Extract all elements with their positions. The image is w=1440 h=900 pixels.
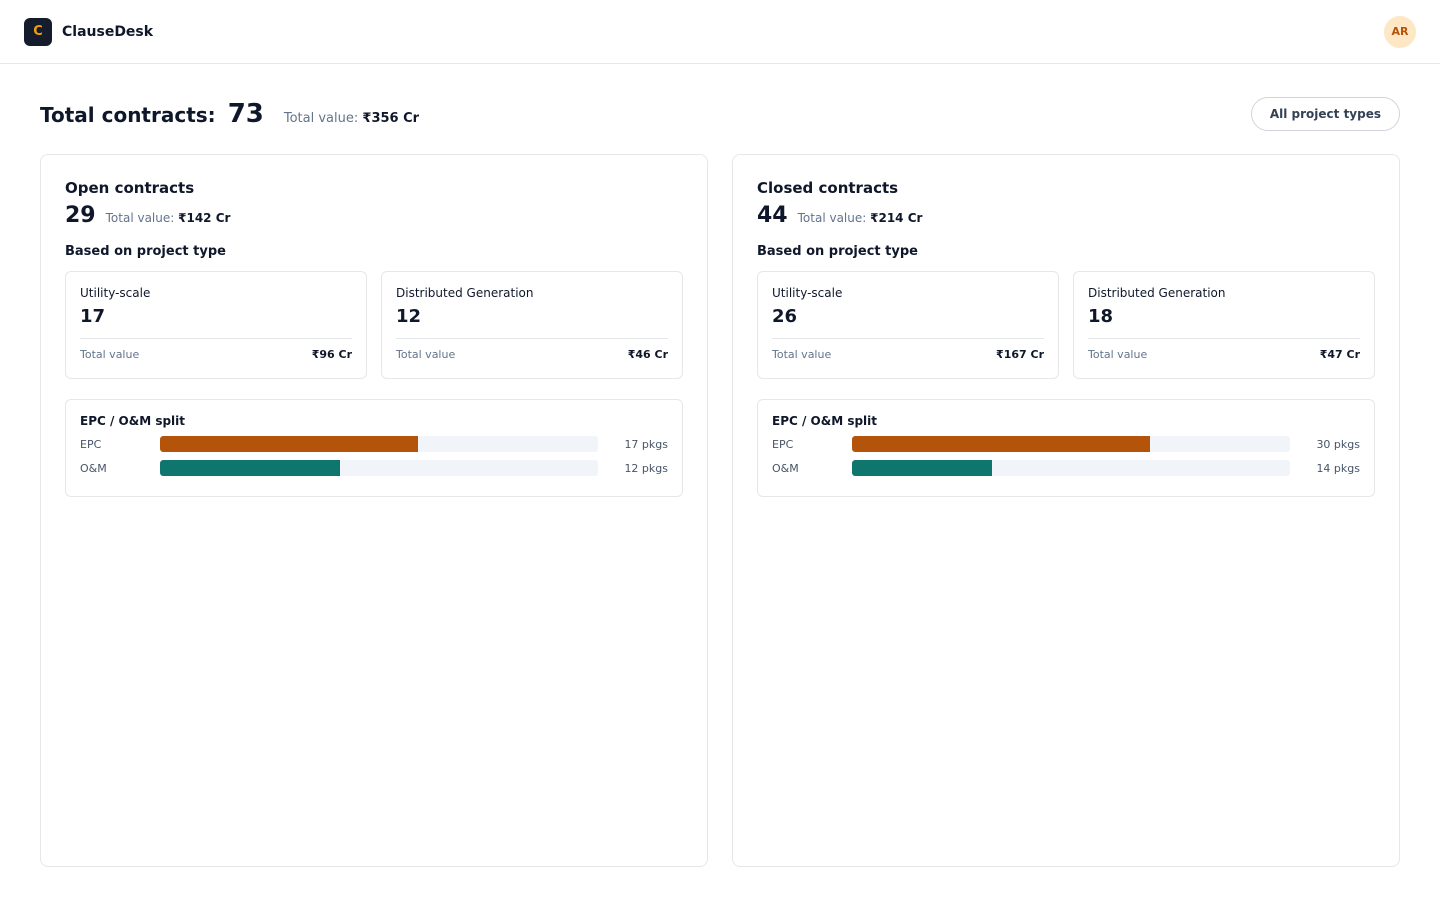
bar-label: O&M [772,461,799,475]
main-content: Total contracts: 73 Total value: ₹356 Cr… [0,64,1440,867]
type-card-distributed-generation[interactable]: Distributed Generation 18 Total value ₹4… [1073,271,1375,379]
total-contracts-count: 73 [227,99,264,129]
epc-om-split-card: EPC / O&M split EPC 17 pkgs O&M 12 pkgs [65,399,683,497]
panel-count: 44 [757,203,788,228]
split-bar-om: O&M 12 pkgs [80,460,668,476]
type-value: ₹167 Cr [996,348,1044,361]
type-value-label: Total value [1088,348,1148,361]
type-name: Utility-scale [80,286,151,300]
panel-title: Open contracts [65,179,195,197]
split-bar-epc: EPC 17 pkgs [80,436,668,452]
bar-track [852,436,1290,452]
type-value-label: Total value [396,348,456,361]
type-count: 17 [80,306,106,327]
bar-track [160,460,598,476]
type-count: 18 [1088,306,1114,327]
type-name: Distributed Generation [1088,286,1226,300]
bar-label: O&M [80,461,107,475]
panel-title: Closed contracts [757,179,899,197]
split-bar-om: O&M 14 pkgs [772,460,1360,476]
bar-value: 14 pkgs [1316,461,1360,475]
bar-fill [852,460,993,476]
panel-total-value-label: Total value: [797,211,867,225]
open-contracts-panel: Open contracts 29 Total value: ₹142 Cr B… [40,154,708,867]
split-title: EPC / O&M split [80,414,186,428]
bar-label: EPC [80,437,102,451]
type-card-utility-scale[interactable]: Utility-scale 17 Total value ₹96 Cr [65,271,367,379]
panel-total-value-amount: ₹214 Cr [870,211,923,225]
type-value: ₹46 Cr [627,348,668,361]
divider [80,338,352,339]
type-count: 26 [772,306,798,327]
epc-om-split-card: EPC / O&M split EPC 30 pkgs O&M 14 pkgs [757,399,1375,497]
split-title: EPC / O&M split [772,414,878,428]
bar-label: EPC [772,437,794,451]
total-contracts-label: Total contracts: [40,103,216,127]
bar-value: 17 pkgs [624,437,668,451]
panel-total-value: Total value: ₹142 Cr [106,211,231,225]
bar-fill [160,436,418,452]
type-card-utility-scale[interactable]: Utility-scale 26 Total value ₹167 Cr [757,271,1059,379]
split-bar-epc: EPC 30 pkgs [772,436,1360,452]
bar-track [852,460,1290,476]
type-count: 12 [396,306,422,327]
type-value-label: Total value [772,348,832,361]
brand[interactable]: C ClauseDesk [24,17,154,46]
type-value: ₹47 Cr [1319,348,1360,361]
type-value-label: Total value [80,348,140,361]
closed-contracts-panel: Closed contracts 44 Total value: ₹214 Cr… [732,154,1400,867]
divider [396,338,668,339]
panel-total-value: Total value: ₹214 Cr [798,211,923,225]
bar-track [160,436,598,452]
user-avatar[interactable]: AR [1384,15,1416,48]
type-card-distributed-generation[interactable]: Distributed Generation 12 Total value ₹4… [381,271,683,379]
summary-row: Total contracts: 73 Total value: ₹356 Cr… [40,96,1400,132]
total-value-amount: ₹356 Cr [362,111,420,126]
divider [1088,338,1360,339]
total-value-label: Total value: [283,111,359,126]
bar-fill [852,436,1150,452]
bar-value: 12 pkgs [624,461,668,475]
type-name: Distributed Generation [396,286,534,300]
app-logo: C [24,17,52,46]
type-name: Utility-scale [772,286,843,300]
panel-count: 29 [65,203,96,228]
app-name: ClauseDesk [62,23,154,40]
divider [772,338,1044,339]
top-bar: C ClauseDesk AR [0,0,1440,64]
contract-panels: Open contracts 29 Total value: ₹142 Cr B… [40,154,1400,867]
panel-total-value-label: Total value: [105,211,175,225]
section-label: Based on project type [757,244,918,259]
total-value: Total value: ₹356 Cr [284,111,419,126]
bar-fill [160,460,341,476]
project-type-filter-button[interactable]: All project types [1250,97,1400,131]
bar-value: 30 pkgs [1316,437,1360,451]
section-label: Based on project type [65,244,226,259]
panel-total-value-amount: ₹142 Cr [178,211,231,225]
type-value: ₹96 Cr [311,348,352,361]
